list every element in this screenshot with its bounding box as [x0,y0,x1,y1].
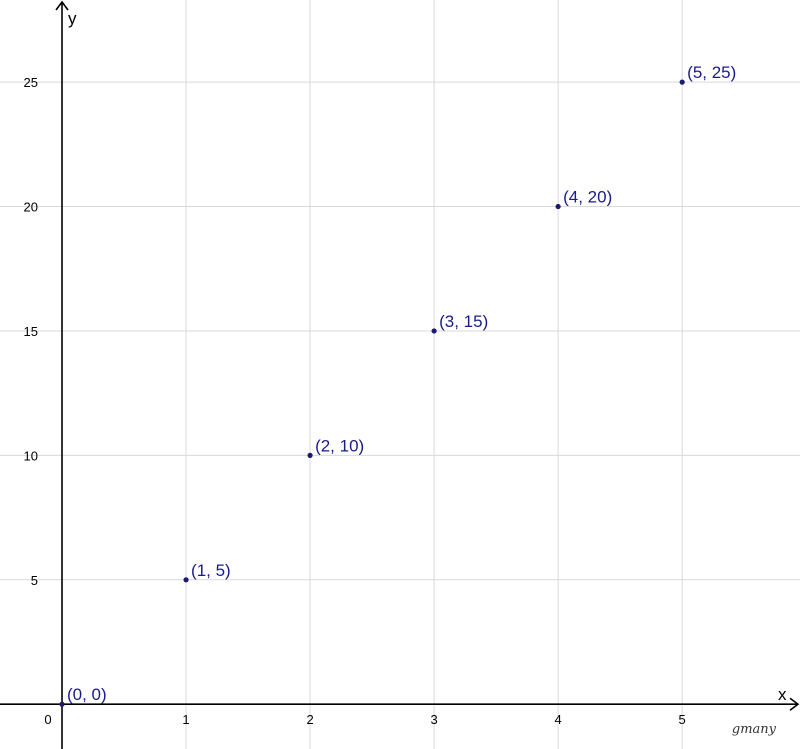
data-point [183,577,189,583]
data-point-label: (3, 15) [439,312,488,331]
tick-labels: 1 2 3 4 5 5 10 15 20 25 [24,75,686,727]
x-tick-label: 1 [182,712,189,727]
data-point [307,452,313,458]
y-tick-label: 10 [24,448,38,463]
data-point-label: (2, 10) [315,436,364,455]
y-tick-label: 20 [24,200,38,215]
data-point-label: (1, 5) [191,561,231,580]
y-tick-label: 15 [24,324,38,339]
origin-tick-label: 0 [44,712,51,727]
x-tick-label: 5 [679,712,686,727]
watermark-text: gmany [732,722,777,737]
data-points: (0, 0) (1, 5) (2, 10) (3, 15) (4, 20) (5, 25) [59,63,736,707]
x-axis-arrow-icon [789,697,800,711]
data-point [555,203,561,210]
data-point-label: (5, 25) [687,63,736,82]
x-tick-label: 4 [555,712,562,727]
data-point-label: (0, 0) [67,685,107,704]
data-point-label: (4, 20) [563,188,612,207]
y-tick-label: 25 [24,75,38,90]
y-axis-label: y [68,9,77,28]
x-tick-label: 2 [306,712,313,727]
x-axis-label: x [778,685,787,704]
x-tick-label: 3 [430,712,437,727]
data-point [59,701,65,707]
y-axis-arrow-icon [55,0,69,11]
data-point [679,79,685,85]
data-point [431,328,437,334]
y-tick-label: 5 [31,573,38,588]
